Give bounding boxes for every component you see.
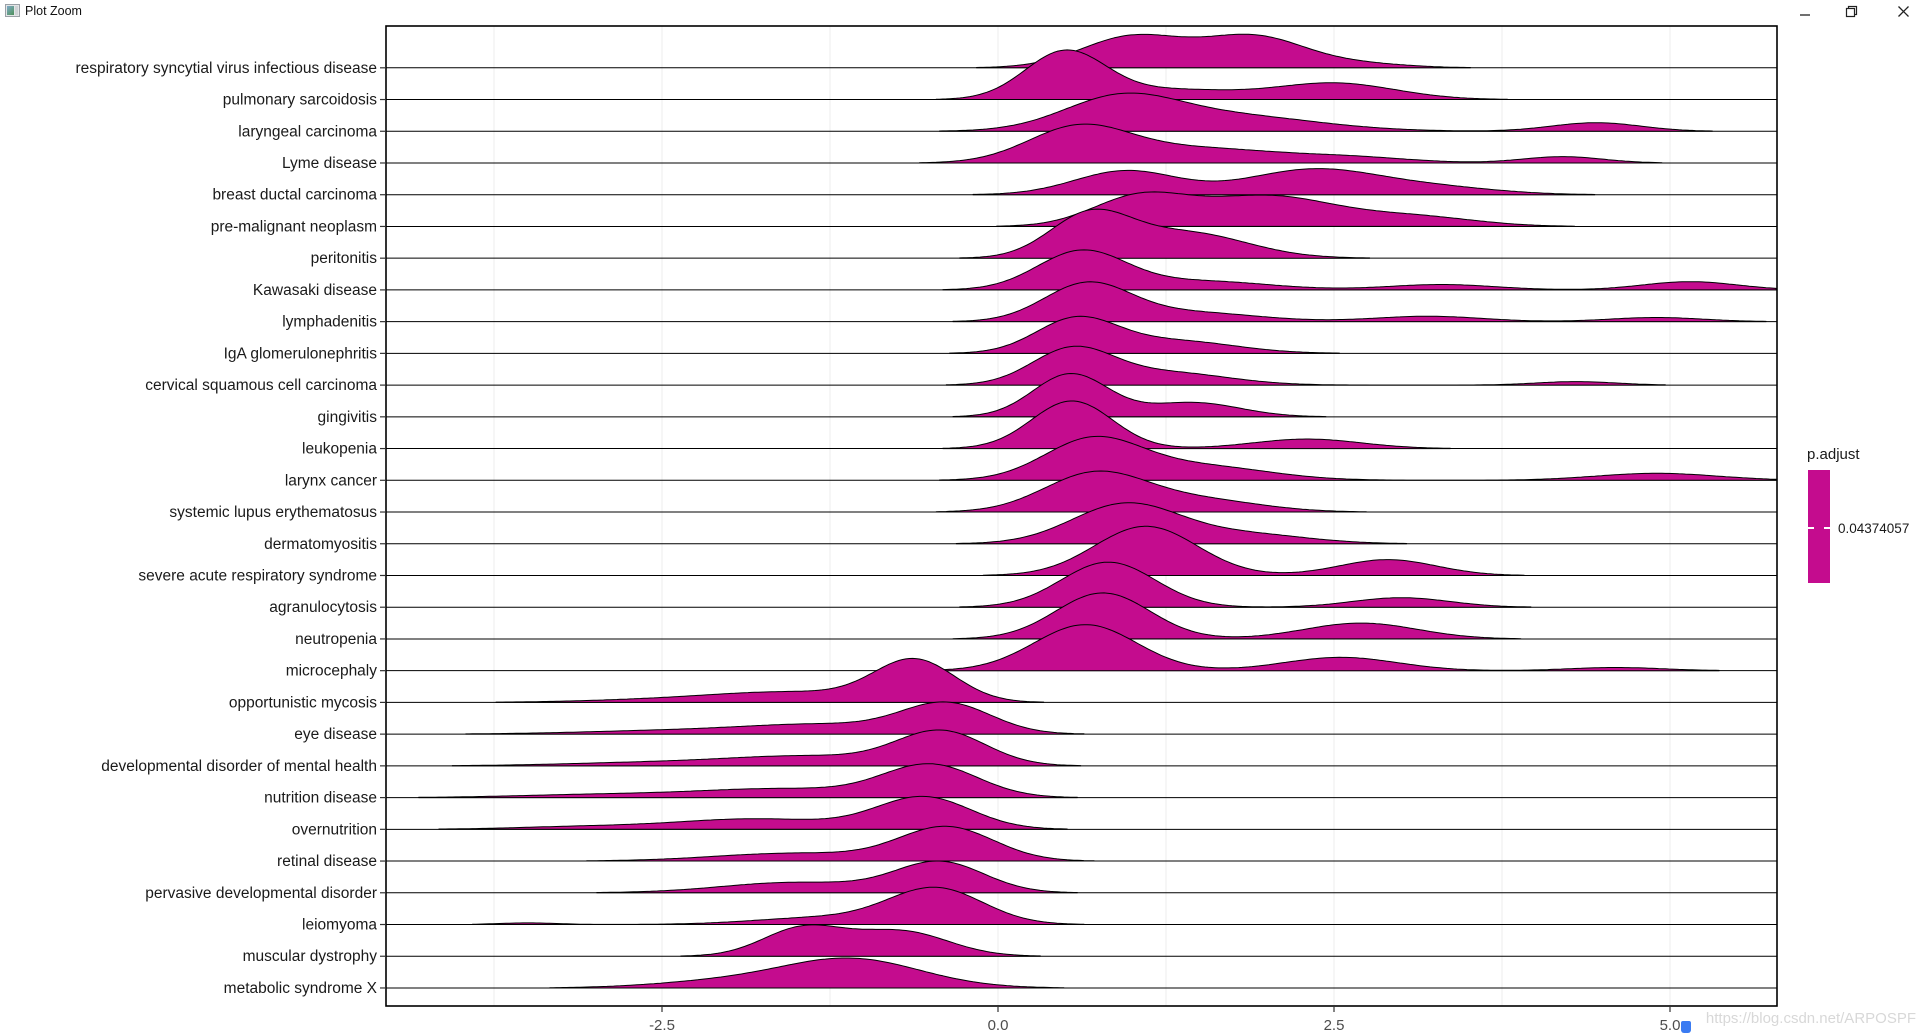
ridge-row: [918, 123, 1663, 164]
y-axis-label: cervical squamous cell carcinoma: [145, 377, 377, 394]
y-axis-label: microcephaly: [286, 663, 378, 680]
x-tick-label: -2.5: [649, 1017, 675, 1034]
ridge-row: [996, 191, 1576, 227]
y-axis-label: lymphadenitis: [282, 314, 377, 331]
y-axis-label: leiomyoma: [302, 917, 377, 934]
ridge-row: [939, 92, 1713, 132]
y-axis-label: pulmonary sarcoidosis: [223, 92, 377, 109]
y-axis-label: muscular dystrophy: [243, 948, 378, 965]
plot-icon-bar: [15, 6, 18, 15]
y-axis-label: peritonitis: [311, 250, 378, 267]
ridges-group: [386, 33, 1777, 989]
legend-tick-mark: [1808, 527, 1814, 529]
y-axis-label: Lyme disease: [282, 155, 377, 172]
titlebar: Plot Zoom: [0, 0, 1920, 24]
y-axis-label: pre-malignant neoplasm: [211, 218, 377, 235]
close-button[interactable]: [1880, 0, 1920, 23]
x-axis: -2.5 0.0 2.5 5.0: [649, 1006, 1680, 1034]
y-axis-label: dermatomyositis: [264, 536, 377, 553]
legend-value-label: 0.04374057: [1838, 521, 1910, 536]
plot-window-icon: [5, 4, 20, 17]
ridge-row: [935, 49, 1508, 100]
ridge-row: [942, 249, 1777, 291]
y-axis-label: pervasive developmental disorder: [145, 885, 377, 902]
ridge-row: [680, 924, 1041, 957]
ridge-row: [451, 729, 1082, 767]
ridge-row: [586, 825, 1095, 862]
ridge-row: [922, 624, 1720, 672]
x-tick-label: 0.0: [988, 1017, 1009, 1034]
watermark-url: https://blog.csdn.net/ARPOSPF: [1705, 1010, 1916, 1027]
ridge-row: [438, 795, 1068, 830]
legend-tick-mark: [1824, 527, 1830, 529]
y-axis-label: overnutrition: [292, 821, 377, 838]
legend-title: p.adjust: [1807, 446, 1860, 463]
ridge-row: [549, 957, 1065, 989]
ridge-row: [465, 701, 1085, 735]
restore-window-icon: [1845, 5, 1857, 18]
y-axis-label: opportunistic mycosis: [229, 694, 377, 711]
y-axis-label: Kawasaki disease: [253, 282, 377, 299]
ridge-row: [495, 657, 1045, 703]
ridge-row: [472, 886, 1085, 925]
restore-button[interactable]: [1828, 0, 1874, 23]
y-axis-label: eye disease: [294, 726, 377, 743]
ridge-row: [955, 502, 1408, 545]
y-axis-label: systemic lupus erythematosus: [169, 504, 377, 521]
y-axis-label: retinal disease: [277, 853, 377, 870]
ridge-row: [952, 373, 1327, 418]
ridge-row: [972, 168, 1596, 196]
window-title: Plot Zoom: [25, 4, 82, 18]
y-axis-label: nutrition disease: [264, 790, 377, 807]
y-axis-label: respiratory syncytial virus infectious d…: [75, 60, 377, 77]
ridge-row: [935, 470, 1367, 513]
legend-gradient-bar: [1808, 470, 1830, 583]
minimize-icon: [1800, 13, 1810, 16]
y-axis-label: severe acute respiratory syndrome: [138, 567, 377, 584]
y-axis-label: developmental disorder of mental health: [101, 758, 377, 775]
ridge-row: [939, 435, 1777, 481]
y-axis-label: larynx cancer: [285, 472, 377, 489]
x-tick-label: 5.0: [1660, 1017, 1681, 1034]
y-axis-label: gingivitis: [318, 409, 378, 426]
y-axis: respiratory syncytial virus infectious d…: [75, 60, 386, 997]
ridge-row: [942, 400, 1451, 450]
y-axis-label: IgA glomerulonephritis: [224, 345, 378, 362]
y-axis-label: breast ductal carcinoma: [212, 187, 377, 204]
ridge-row: [945, 345, 1666, 386]
y-axis-label: leukopenia: [302, 441, 377, 458]
y-axis-label: laryngeal carcinoma: [238, 123, 377, 140]
y-axis-label: agranulocytosis: [269, 599, 377, 616]
csdn-logo-fragment: [1681, 1021, 1691, 1033]
x-tick-label: 2.5: [1324, 1017, 1345, 1034]
ridge-row: [952, 281, 1767, 323]
ridge-row: [418, 763, 1078, 799]
ridge-row: [949, 315, 1340, 354]
close-icon: [1897, 6, 1909, 17]
minimize-button[interactable]: [1782, 0, 1828, 23]
y-axis-label: neutropenia: [295, 631, 377, 648]
y-axis-label: metabolic syndrome X: [224, 980, 378, 997]
ridge-row: [596, 860, 1078, 894]
panel-border: [385, 25, 1778, 1007]
plot-icon-pane: [7, 6, 14, 15]
ridge-row: [959, 208, 1371, 259]
